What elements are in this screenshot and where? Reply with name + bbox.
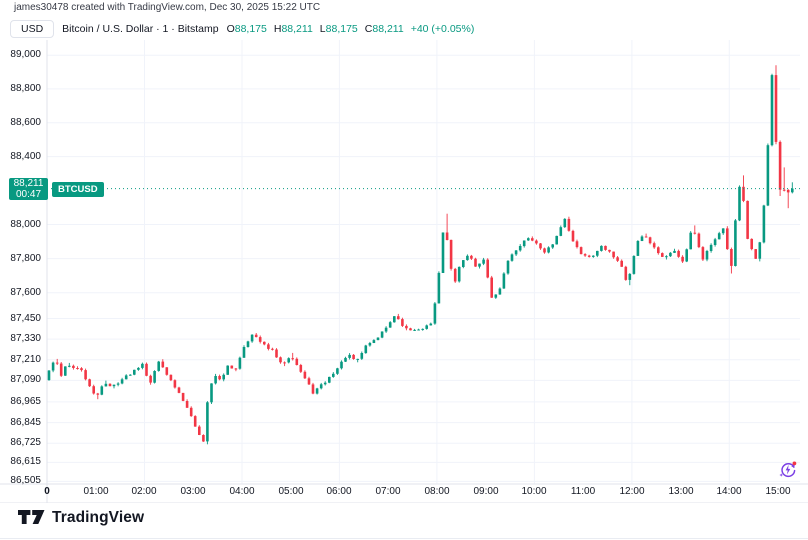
open-label: O (226, 23, 235, 35)
price-tick-label: 88,400 (10, 151, 41, 162)
refresh-bolt-icon (779, 461, 797, 478)
bar-countdown: 00:47 (15, 189, 42, 200)
high-value: 88,211 (281, 23, 313, 35)
close-label: C (364, 23, 373, 35)
time-tick-label: 02:00 (131, 486, 157, 497)
price-tick-label: 88,800 (10, 83, 41, 94)
low-value: 88,175 (325, 23, 358, 35)
chart-legend: USD Bitcoin / U.S. Dollar · 1 · Bitstamp… (10, 19, 474, 39)
price-tick-label: 87,090 (10, 374, 41, 385)
price-tick-label: 89,000 (10, 49, 41, 60)
time-tick-label: 0 (44, 486, 50, 497)
time-tick-label: 07:00 (375, 486, 401, 497)
time-axis[interactable]: 0 01:00 02:00 03:00 04:00 05:00 06:00 07:00 08:0… (0, 483, 808, 503)
footer-brand[interactable]: TradingView (18, 509, 144, 527)
time-tick-label: 06:00 (326, 486, 352, 497)
currency-chip[interactable]: USD (10, 20, 55, 38)
brand-name: TradingView (52, 509, 145, 526)
time-tick-label: 08:00 (424, 486, 450, 497)
time-tick-label: 11:00 (570, 486, 596, 497)
time-tick-label: 10:00 (521, 486, 547, 497)
symbol-title[interactable]: Bitcoin / U.S. Dollar · 1 · Bitstamp (62, 23, 219, 35)
attribution-text: james30478 created with TradingView.com,… (14, 2, 321, 13)
candles (47, 65, 794, 445)
price-tick-label: 87,450 (10, 313, 41, 324)
time-tick-label: 12:00 (619, 486, 645, 497)
candlestick-chart-pane[interactable] (0, 0, 808, 503)
price-tick-label: 87,600 (10, 287, 41, 298)
time-tick-label: 14:00 (716, 486, 742, 497)
high-label: H (273, 23, 282, 35)
open-value: 88,175 (234, 23, 267, 35)
price-tick-label: 88,600 (10, 117, 41, 128)
price-tick-label: 86,725 (10, 437, 41, 448)
price-tick-label: 86,505 (10, 475, 41, 486)
price-tick-label: 87,210 (10, 354, 41, 365)
tradingview-logo-icon (18, 510, 45, 524)
time-tick-label: 13:00 (668, 486, 694, 497)
price-tick-label: 87,330 (10, 333, 41, 344)
time-tick-label: 01:00 (83, 486, 109, 497)
last-price-value: 88,211 (13, 178, 44, 189)
time-tick-label: 15:00 (765, 486, 791, 497)
price-axis[interactable]: 89,000 88,800 88,600 88,400 88,000 87,800 87,6… (0, 0, 44, 503)
time-tick-label: 05:00 (278, 486, 304, 497)
time-tick-label: 03:00 (180, 486, 206, 497)
time-tick-label: 04:00 (229, 486, 255, 497)
price-tick-label: 87,800 (10, 253, 41, 264)
price-tick-label: 86,845 (10, 417, 41, 428)
symbol-price-badge: BTCUSD (52, 182, 104, 197)
instant-refresh-button[interactable] (778, 460, 798, 480)
price-tick-label: 86,615 (10, 456, 41, 467)
last-price-badge: 88,211 00:47 (9, 178, 48, 200)
ohlc-values: O88,175 H88,211 L88,175 C88,211 (227, 23, 404, 35)
close-value: 88,211 (372, 23, 404, 35)
price-tick-label: 88,000 (10, 219, 41, 230)
price-tick-label: 86,965 (10, 396, 41, 407)
time-tick-label: 09:00 (473, 486, 499, 497)
bottom-divider (0, 538, 808, 539)
price-change: +40 (+0.05%) (410, 23, 475, 35)
low-label: L (319, 23, 326, 35)
